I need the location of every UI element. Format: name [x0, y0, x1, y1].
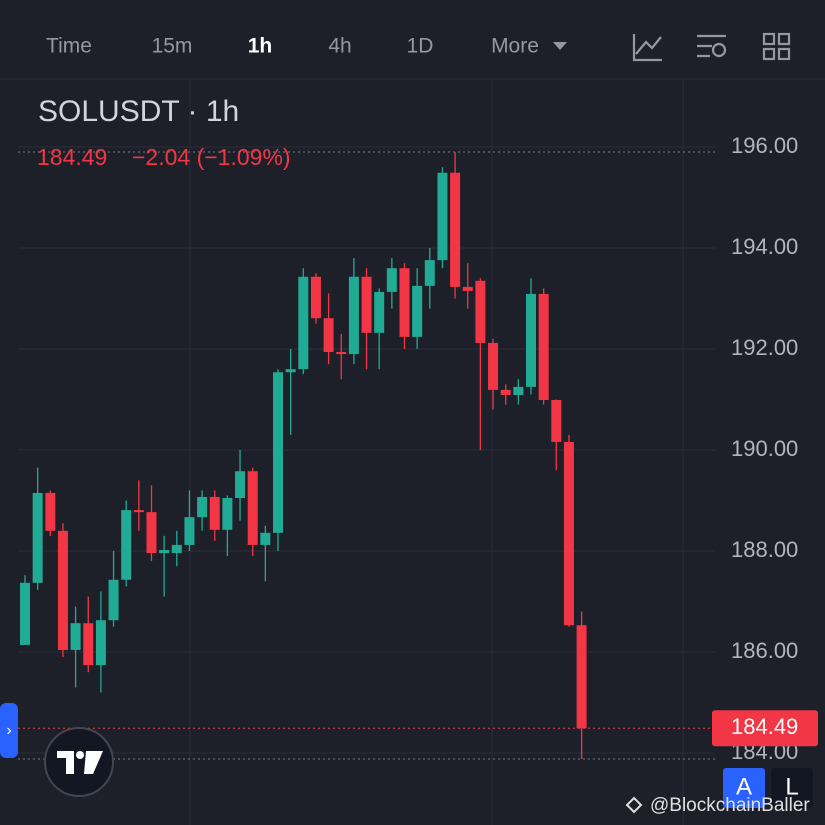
candle-body	[462, 286, 473, 291]
logo-dot	[76, 751, 84, 759]
side-handle-icon: ›	[6, 722, 11, 739]
candle-body	[475, 280, 486, 343]
candle-body	[20, 582, 30, 645]
candle-body	[412, 285, 423, 337]
candle-body	[83, 623, 94, 666]
plot-area	[18, 80, 715, 825]
candle-body	[563, 441, 574, 626]
y-tick-label: 194.00	[731, 234, 798, 259]
timeframe-tab[interactable]: 1h	[248, 35, 273, 58]
last-price-badge	[712, 710, 818, 747]
timeframe-tab[interactable]: 4h	[328, 35, 351, 58]
candle-body	[184, 517, 195, 545]
candle-body	[70, 623, 81, 650]
logo-mark	[57, 751, 103, 774]
candle-body	[310, 276, 321, 319]
candle-body	[133, 510, 144, 513]
auto-scale-button[interactable]	[723, 768, 765, 808]
candle-body	[146, 512, 157, 554]
timeframe-tab[interactable]: 1D	[407, 35, 434, 58]
y-tick-label: 196.00	[731, 133, 798, 158]
candle-body	[260, 532, 271, 545]
last-price-badge-label: 184.49	[731, 714, 798, 739]
timeframe-tab[interactable]: Time	[46, 35, 92, 58]
candle-body	[348, 276, 359, 355]
candle-body	[374, 291, 385, 333]
candle-body	[424, 260, 435, 286]
settings-icon[interactable]	[697, 34, 727, 58]
candle-body	[437, 172, 448, 261]
candle-body	[450, 172, 461, 287]
watermark-icon	[625, 796, 643, 814]
candle-body	[197, 496, 208, 518]
candle-body	[285, 369, 296, 373]
candle-body	[57, 530, 68, 650]
candle-body	[32, 492, 43, 583]
logo	[44, 727, 114, 797]
candle-body	[273, 372, 283, 533]
candle-body	[108, 579, 119, 621]
watermark: @BlockchainBaller	[650, 795, 810, 816]
candle-body	[235, 471, 246, 498]
layout-icon[interactable]	[762, 32, 791, 61]
side-handle[interactable]	[0, 703, 18, 758]
more-caret[interactable]	[553, 42, 567, 50]
candle-body	[121, 510, 132, 580]
candle-body	[222, 497, 233, 530]
candle-body	[323, 318, 334, 353]
candle-body	[298, 276, 309, 370]
candle-body	[159, 549, 170, 554]
y-tick-label: 188.00	[731, 537, 798, 562]
timeframe-tab[interactable]: More	[491, 35, 539, 58]
y-tick-label: 192.00	[731, 335, 798, 360]
last-price: 184.49	[37, 144, 107, 170]
candle-body	[526, 293, 536, 387]
candle-body	[247, 471, 258, 545]
log-scale-label[interactable]: L	[785, 773, 798, 800]
candle-body	[513, 386, 524, 395]
candle-body	[171, 544, 182, 554]
candle-body	[386, 268, 397, 292]
candle-body	[209, 496, 220, 530]
candle-body	[538, 293, 549, 401]
y-tick-label: 190.00	[731, 436, 798, 461]
candle-body	[551, 400, 562, 442]
candle-body	[576, 625, 587, 729]
candle-body	[95, 620, 106, 666]
y-tick-label: 186.00	[731, 638, 798, 663]
candle-body	[45, 492, 56, 531]
candle-body	[488, 342, 499, 390]
symbol-title: SOLUSDT · 1h	[38, 95, 239, 128]
price-change: −2.04 (−1.09%)	[132, 144, 291, 170]
candle-body	[399, 268, 410, 337]
candle-body	[336, 352, 347, 355]
candle-body	[500, 389, 511, 395]
candle-body	[361, 276, 372, 333]
auto-scale-label[interactable]: A	[736, 773, 752, 800]
log-scale-button[interactable]	[771, 768, 813, 808]
timeframe-tab[interactable]: 15m	[152, 35, 193, 58]
indicator-icon[interactable]	[632, 34, 662, 62]
